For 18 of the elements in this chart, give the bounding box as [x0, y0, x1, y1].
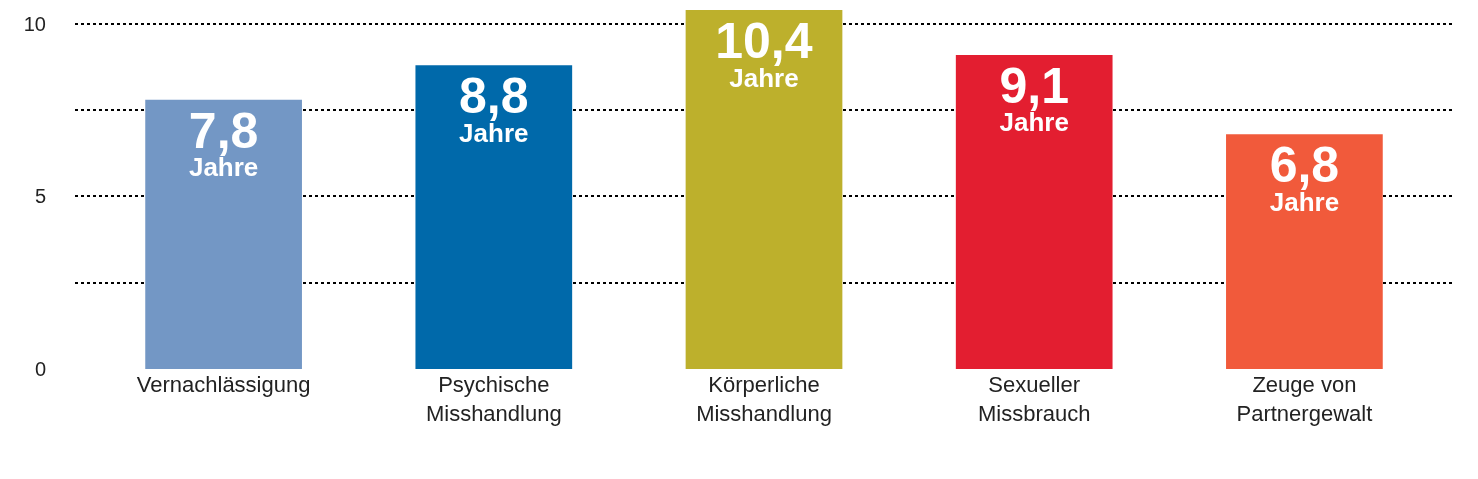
bar [415, 65, 573, 369]
bar [685, 10, 843, 369]
bar [1226, 134, 1383, 369]
data-label: 9,1 Jahre [999, 57, 1069, 138]
bar [145, 99, 302, 369]
y-tick-label: 10 [23, 12, 46, 35]
data-label: 7,8 Jahre [188, 102, 259, 183]
y-tick-label: 5 [34, 185, 46, 208]
data-label: 6,8 Jahre [1269, 137, 1340, 217]
x-tick-label: Vernachlässigung [136, 372, 311, 397]
bar [955, 54, 1113, 369]
data-label: 8,8 Jahre [459, 68, 529, 148]
x-tick-label: Körperliche Misshandlung [696, 372, 832, 426]
x-tick-label: Psychische Misshandlung [425, 372, 562, 426]
x-tick-label: Sexueller Missbrauch [977, 372, 1091, 426]
data-label: 10,4 Jahre [715, 13, 813, 93]
y-tick-label: 0 [34, 358, 46, 380]
x-tick-label: Zeuge von Partnergewalt [1236, 372, 1373, 426]
